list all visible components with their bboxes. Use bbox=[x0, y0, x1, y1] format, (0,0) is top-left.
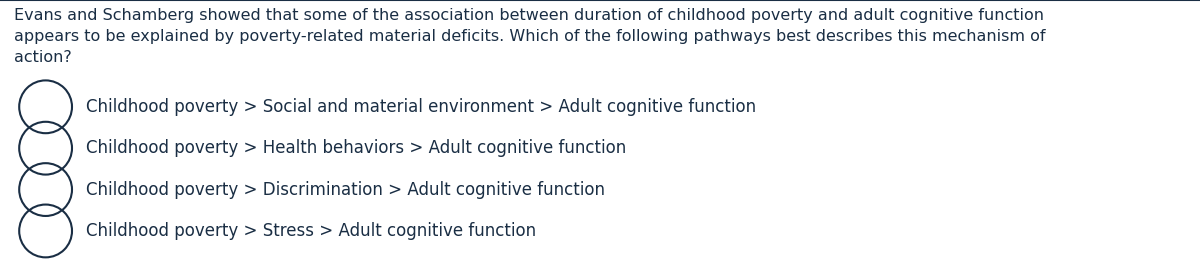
Text: Childhood poverty > Stress > Adult cognitive function: Childhood poverty > Stress > Adult cogni… bbox=[86, 222, 536, 240]
Text: Evans and Schamberg showed that some of the association between duration of chil: Evans and Schamberg showed that some of … bbox=[14, 8, 1046, 65]
Text: Childhood poverty > Social and material environment > Adult cognitive function: Childhood poverty > Social and material … bbox=[86, 98, 756, 116]
Text: Childhood poverty > Discrimination > Adult cognitive function: Childhood poverty > Discrimination > Adu… bbox=[86, 180, 606, 199]
Text: Childhood poverty > Health behaviors > Adult cognitive function: Childhood poverty > Health behaviors > A… bbox=[86, 139, 626, 157]
